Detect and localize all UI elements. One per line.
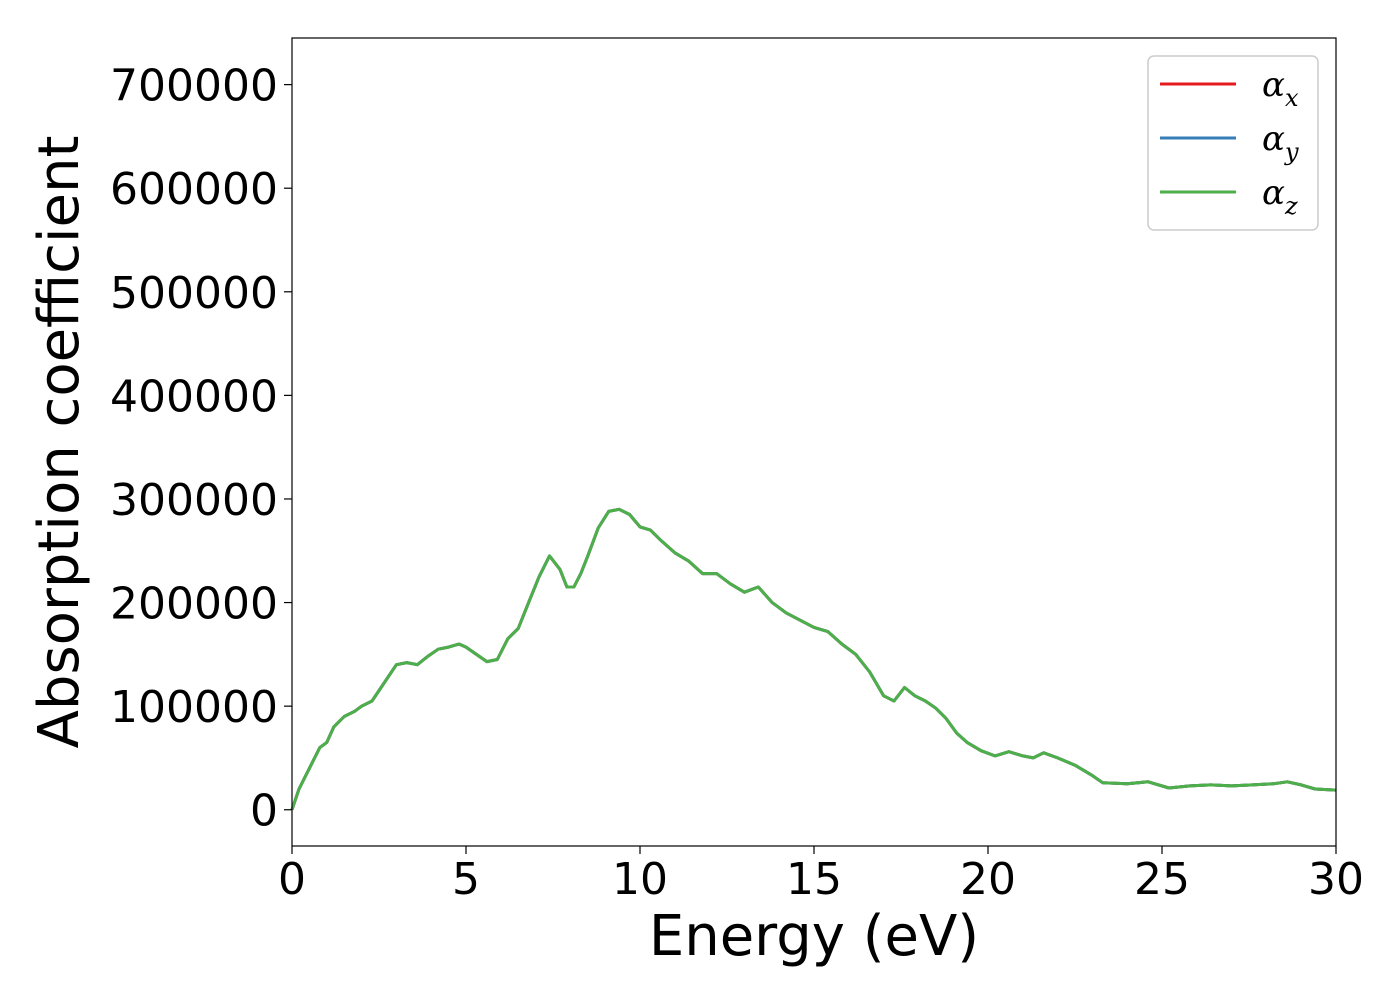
x-tick-label: 15: [786, 854, 842, 905]
y-tick-label: 300000: [110, 475, 278, 526]
x-tick-label: 25: [1134, 854, 1190, 905]
y-axis-ticks: 0 100000 200000 300000 400000 500000 600000 700…: [110, 61, 292, 837]
y-tick-label: 100000: [110, 682, 278, 733]
series-layer: [290, 507, 1337, 811]
x-axis-ticks: 0 5 10 15 20 25 30: [278, 846, 1364, 905]
y-tick-label: 600000: [110, 164, 278, 215]
x-tick-label: 0: [278, 854, 306, 905]
x-tick-label: 5: [452, 854, 480, 905]
x-tick-label: 20: [960, 854, 1016, 905]
y-tick-label: 200000: [110, 579, 278, 630]
series-line-2: [290, 507, 1337, 811]
legend-box: [1147, 55, 1319, 231]
y-tick-label: 400000: [110, 371, 278, 422]
x-axis-label: Energy (eV): [649, 904, 979, 969]
y-tick-label: 700000: [110, 61, 278, 112]
y-tick-label: 0: [250, 786, 278, 837]
x-tick-label: 10: [612, 854, 668, 905]
x-tick-label: 30: [1308, 854, 1364, 905]
y-tick-label: 500000: [110, 268, 278, 319]
y-axis-label: Absorption coefficient: [27, 136, 92, 749]
